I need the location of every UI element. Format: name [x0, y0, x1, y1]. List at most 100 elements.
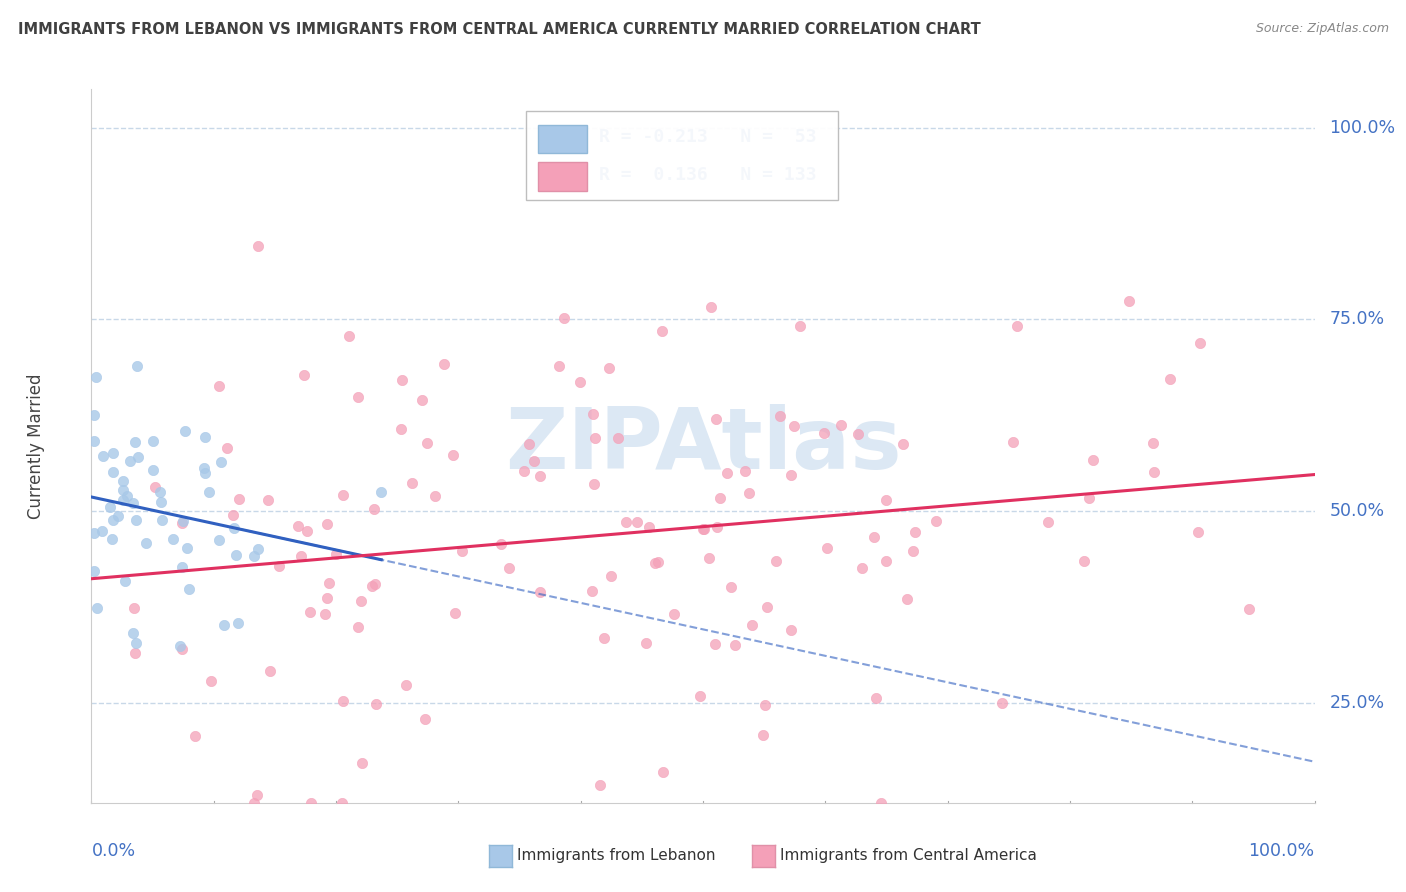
Point: [83, 434, 105, 448]
Point: [172, 514, 194, 528]
Point: [150, 513, 173, 527]
Point: [582, 477, 605, 491]
Point: [1073, 554, 1095, 568]
Point: [1187, 525, 1209, 540]
Point: [364, 698, 387, 712]
Point: [245, 788, 267, 802]
Point: [513, 464, 536, 478]
Text: 25.0%: 25.0%: [1329, 694, 1385, 712]
Point: [84, 370, 107, 384]
Point: [1077, 491, 1099, 506]
FancyBboxPatch shape: [538, 162, 586, 191]
Point: [862, 530, 884, 544]
Text: 75.0%: 75.0%: [1329, 310, 1385, 328]
Point: [83, 564, 105, 578]
Point: [991, 696, 1014, 710]
Point: [644, 556, 666, 570]
Point: [197, 485, 219, 500]
Point: [292, 368, 315, 382]
Point: [207, 379, 229, 393]
Point: [107, 508, 129, 523]
Point: [517, 437, 540, 451]
Point: [287, 518, 309, 533]
Point: [734, 464, 756, 478]
Point: [170, 516, 193, 530]
Point: [316, 516, 339, 531]
Point: [314, 607, 336, 622]
Point: [290, 549, 312, 563]
Point: [209, 455, 232, 469]
Point: [364, 577, 387, 591]
Point: [391, 373, 413, 387]
Point: [269, 559, 291, 574]
Point: [636, 636, 658, 650]
Point: [177, 582, 200, 596]
Point: [875, 492, 897, 507]
Point: [741, 618, 763, 632]
Point: [1038, 515, 1060, 529]
Point: [529, 469, 551, 483]
Text: Source: ZipAtlas.com: Source: ZipAtlas.com: [1256, 22, 1389, 36]
Point: [124, 646, 146, 660]
Point: [925, 514, 948, 528]
Point: [752, 728, 775, 742]
Point: [846, 427, 869, 442]
Point: [692, 522, 714, 536]
Point: [599, 569, 621, 583]
Point: [330, 796, 353, 810]
Point: [416, 436, 439, 450]
Point: [523, 454, 546, 468]
Text: R =  0.136   N = 133: R = 0.136 N = 133: [599, 166, 817, 184]
Point: [489, 536, 512, 550]
Point: [1189, 336, 1212, 351]
Point: [755, 599, 778, 614]
FancyBboxPatch shape: [526, 111, 838, 200]
Point: [295, 524, 318, 538]
Point: [212, 618, 235, 632]
Text: IMMIGRANTS FROM LEBANON VS IMMIGRANTS FROM CENTRAL AMERICA CURRENTLY MARRIED COR: IMMIGRANTS FROM LEBANON VS IMMIGRANTS FR…: [18, 22, 981, 37]
Text: Immigrants from Lebanon: Immigrants from Lebanon: [517, 848, 716, 863]
Point: [815, 541, 838, 555]
Point: [332, 488, 354, 502]
Point: [720, 580, 742, 594]
Point: [259, 664, 281, 678]
Point: [193, 461, 215, 475]
Text: 100.0%: 100.0%: [1249, 842, 1315, 860]
Point: [149, 485, 172, 500]
Point: [242, 796, 264, 810]
Point: [647, 555, 669, 569]
Point: [716, 466, 738, 480]
Point: [498, 561, 520, 575]
Point: [901, 543, 924, 558]
Point: [337, 329, 360, 343]
Point: [247, 239, 270, 253]
Text: ZIPAtlas: ZIPAtlas: [505, 404, 901, 488]
Point: [350, 756, 373, 770]
Point: [194, 467, 217, 481]
Point: [689, 689, 711, 703]
Point: [1142, 436, 1164, 450]
Point: [395, 677, 418, 691]
Point: [361, 579, 384, 593]
Point: [98, 500, 121, 515]
Point: [246, 541, 269, 556]
Point: [444, 606, 467, 620]
Point: [135, 536, 157, 550]
Point: [548, 359, 571, 374]
Point: [780, 467, 803, 482]
Point: [593, 632, 616, 646]
Point: [638, 520, 661, 534]
Point: [598, 361, 620, 376]
Point: [614, 516, 637, 530]
Text: 100.0%: 100.0%: [1329, 119, 1395, 136]
Point: [318, 575, 340, 590]
Point: [208, 533, 231, 547]
Point: [125, 513, 148, 527]
Point: [851, 561, 873, 575]
Point: [117, 489, 139, 503]
Text: 0.0%: 0.0%: [91, 842, 135, 860]
Point: [316, 591, 339, 605]
Point: [111, 493, 134, 508]
Point: [589, 778, 612, 792]
Point: [225, 548, 247, 562]
